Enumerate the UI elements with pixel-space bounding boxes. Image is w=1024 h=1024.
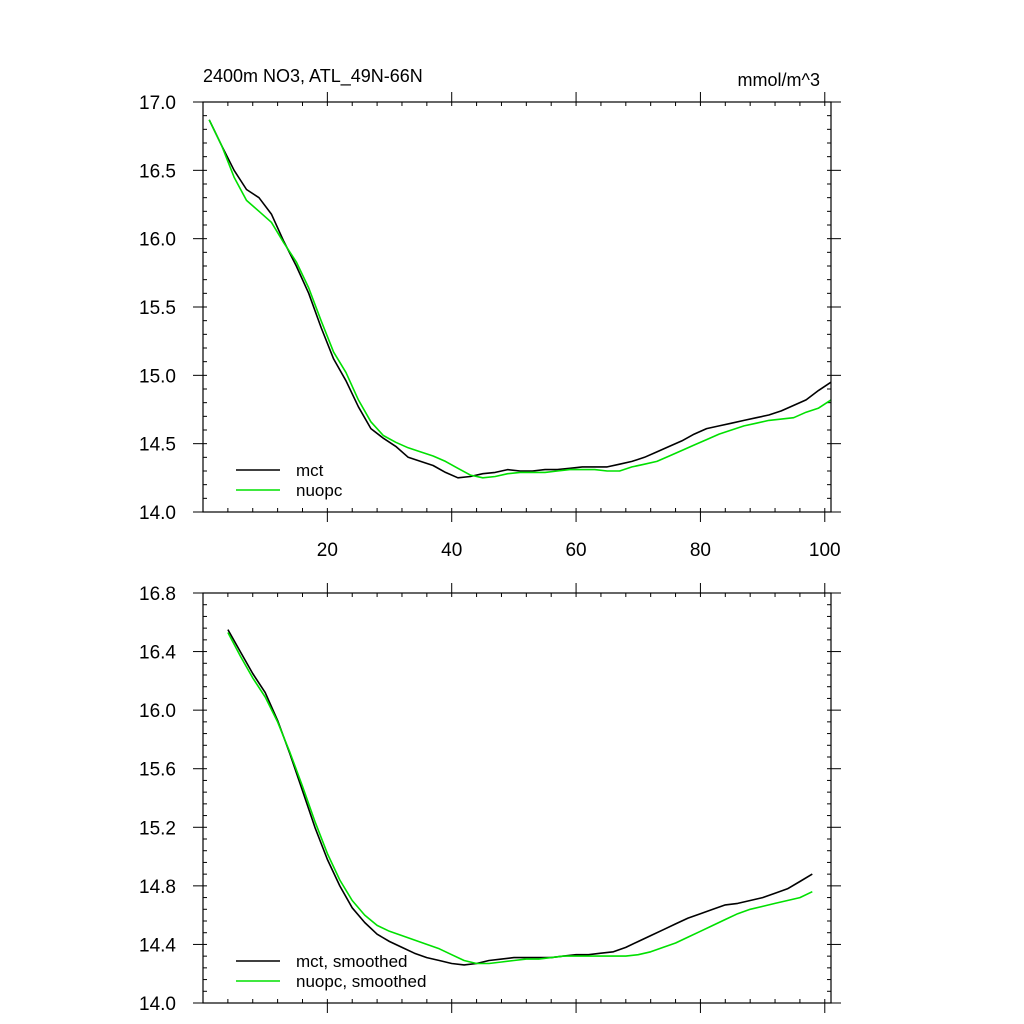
smoothed-panel-series [227, 629, 813, 966]
series-line-nuopc-smoothed [227, 632, 813, 965]
y-tick-label: 14.5 [139, 435, 176, 456]
legend-label: nuopc [296, 481, 343, 500]
series-line-mct [208, 119, 832, 479]
legend-label: mct, smoothed [296, 952, 408, 971]
chart-title: 2400m NO3, ATL_49N-66N [203, 66, 423, 87]
smoothed-panel-frame [202, 592, 832, 1004]
legend-label: nuopc, smoothed [296, 972, 426, 991]
x-tick-label: 60 [565, 540, 586, 561]
y-tick-label: 16.8 [139, 584, 176, 605]
raw-panel-series [208, 119, 832, 479]
y-tick-label: 15.6 [139, 760, 176, 781]
y-tick-label: 14.8 [139, 877, 176, 898]
x-tick-label: 100 [809, 540, 841, 561]
series-line-mct-smoothed [227, 629, 813, 966]
raw-panel: 20 40 60 80 10014.014.515.015.516.016.517.0 … [139, 92, 841, 561]
x-tick-label: 40 [441, 540, 462, 561]
y-tick-label: 16.0 [139, 701, 176, 722]
x-tick-label: 20 [317, 540, 338, 561]
y-tick-label: 14.4 [139, 935, 176, 956]
y-tick-label: 14.0 [139, 994, 176, 1015]
raw-panel-ticks: 20 40 60 80 100 14.0 14.5 15.0 15.5 16.0 16.5 17.0 [139, 92, 841, 561]
smoothed-panel: 14.0 14.4 14.8 15.2 15.6 16.0 16.4 16.8 mct, sm… [139, 583, 841, 1015]
y-tick-label: 16.4 [139, 643, 176, 664]
x-tick-label: 80 [690, 540, 711, 561]
y-tick-label: 16.5 [139, 161, 176, 182]
smoothed-panel-ticks: 14.0 14.4 14.8 15.2 15.6 16.0 16.4 16.8 [139, 583, 841, 1015]
raw-panel-frame [202, 101, 832, 513]
y-tick-label: 14.0 [139, 503, 176, 524]
y-tick-label: 16.0 [139, 230, 176, 251]
y-tick-label: 15.0 [139, 366, 176, 387]
units-label: mmol/m^3 [738, 70, 820, 90]
series-line-nuopc [208, 119, 832, 479]
legend-label: mct [296, 461, 324, 480]
y-tick-label: 17.0 [139, 93, 176, 114]
y-tick-label: 15.5 [139, 298, 176, 319]
y-tick-label: 15.2 [139, 818, 176, 839]
